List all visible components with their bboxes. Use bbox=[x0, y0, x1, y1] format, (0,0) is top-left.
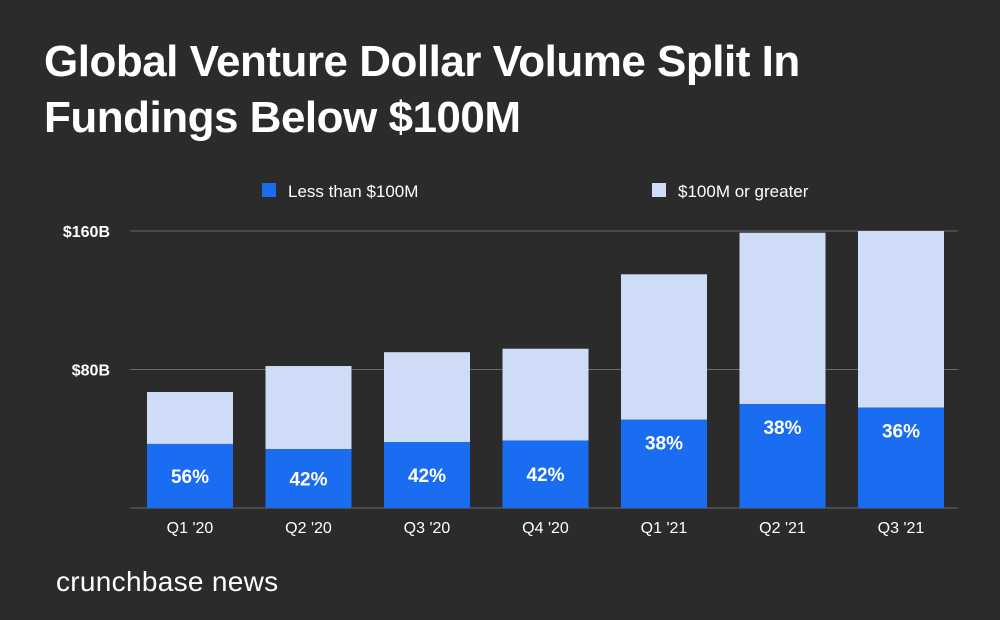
legend-label-above: $100M or greater bbox=[678, 182, 809, 201]
x-tick-label: Q4 '20 bbox=[522, 520, 569, 537]
data-label: 38% bbox=[763, 418, 801, 439]
chart-title-line-1: Global Venture Dollar Volume Split In bbox=[44, 37, 800, 86]
legend-label-below: Less than $100M bbox=[288, 182, 418, 201]
legend-swatch-above bbox=[652, 183, 666, 197]
chart-title-line-2: Fundings Below $100M bbox=[44, 93, 521, 142]
y-tick-label: $160B bbox=[63, 224, 110, 241]
bar-less-than-100m[interactable] bbox=[621, 419, 707, 508]
bar-100m-or-greater[interactable] bbox=[384, 352, 470, 443]
data-label: 42% bbox=[408, 466, 446, 487]
legend-swatch-below bbox=[262, 183, 276, 197]
bar-less-than-100m[interactable] bbox=[265, 449, 352, 508]
bar-less-than-100m[interactable] bbox=[858, 407, 944, 508]
bar-less-than-100m[interactable] bbox=[147, 443, 233, 508]
bar-100m-or-greater[interactable] bbox=[858, 231, 944, 408]
x-tick-label: Q3 '21 bbox=[878, 520, 925, 537]
y-tick-label: $80B bbox=[72, 363, 110, 380]
bar-100m-or-greater[interactable] bbox=[502, 348, 589, 441]
data-label: 42% bbox=[526, 465, 564, 486]
data-label: 36% bbox=[882, 422, 920, 443]
x-tick-label: Q1 '21 bbox=[641, 520, 688, 537]
bar-100m-or-greater[interactable] bbox=[739, 232, 826, 405]
bar-less-than-100m[interactable] bbox=[739, 404, 826, 508]
data-label: 56% bbox=[171, 467, 209, 488]
x-tick-label: Q1 '20 bbox=[167, 520, 214, 537]
x-tick-label: Q3 '20 bbox=[404, 520, 451, 537]
brand-logo-text: crunchbase news bbox=[56, 566, 279, 597]
x-tick-label: Q2 '21 bbox=[759, 520, 806, 537]
bar-less-than-100m[interactable] bbox=[384, 442, 470, 508]
data-label: 42% bbox=[289, 470, 327, 491]
bar-less-than-100m[interactable] bbox=[502, 440, 589, 508]
bar-100m-or-greater[interactable] bbox=[621, 274, 707, 420]
data-label: 38% bbox=[645, 434, 683, 455]
x-tick-label: Q2 '20 bbox=[285, 520, 332, 537]
chart-title: Global Venture Dollar Volume Split In Fu… bbox=[44, 34, 964, 146]
bar-100m-or-greater[interactable] bbox=[265, 366, 352, 450]
bar-100m-or-greater[interactable] bbox=[147, 392, 233, 444]
